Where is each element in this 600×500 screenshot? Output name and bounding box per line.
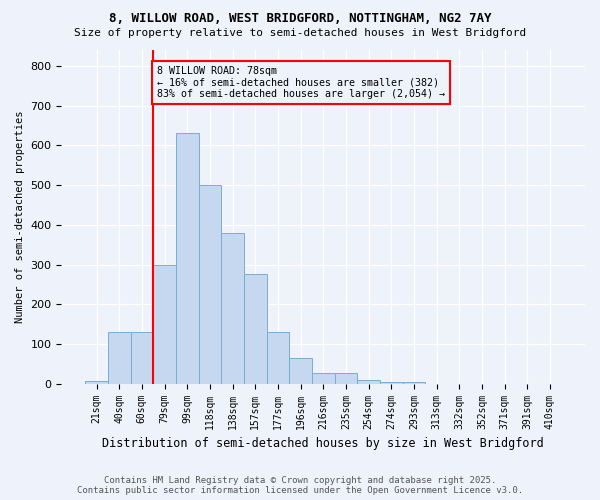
Bar [221,232,244,384]
Bar [131,332,153,384]
Text: Size of property relative to semi-detached houses in West Bridgford: Size of property relative to semi-detach… [74,28,526,38]
Bar [335,372,357,384]
Bar [403,382,425,384]
Bar [312,372,335,384]
Bar [357,380,380,384]
Bar [85,380,108,384]
Bar [289,358,312,384]
Bar [244,274,266,384]
Bar [153,264,176,384]
Bar [266,332,289,384]
X-axis label: Distribution of semi-detached houses by size in West Bridgford: Distribution of semi-detached houses by … [103,437,544,450]
Y-axis label: Number of semi-detached properties: Number of semi-detached properties [15,110,25,323]
Bar [108,332,131,384]
Bar [176,134,199,384]
Text: 8, WILLOW ROAD, WEST BRIDGFORD, NOTTINGHAM, NG2 7AY: 8, WILLOW ROAD, WEST BRIDGFORD, NOTTINGH… [109,12,491,26]
Text: 8 WILLOW ROAD: 78sqm
← 16% of semi-detached houses are smaller (382)
83% of semi: 8 WILLOW ROAD: 78sqm ← 16% of semi-detac… [157,66,445,99]
Bar [380,382,403,384]
Text: Contains HM Land Registry data © Crown copyright and database right 2025.
Contai: Contains HM Land Registry data © Crown c… [77,476,523,495]
Bar [199,185,221,384]
